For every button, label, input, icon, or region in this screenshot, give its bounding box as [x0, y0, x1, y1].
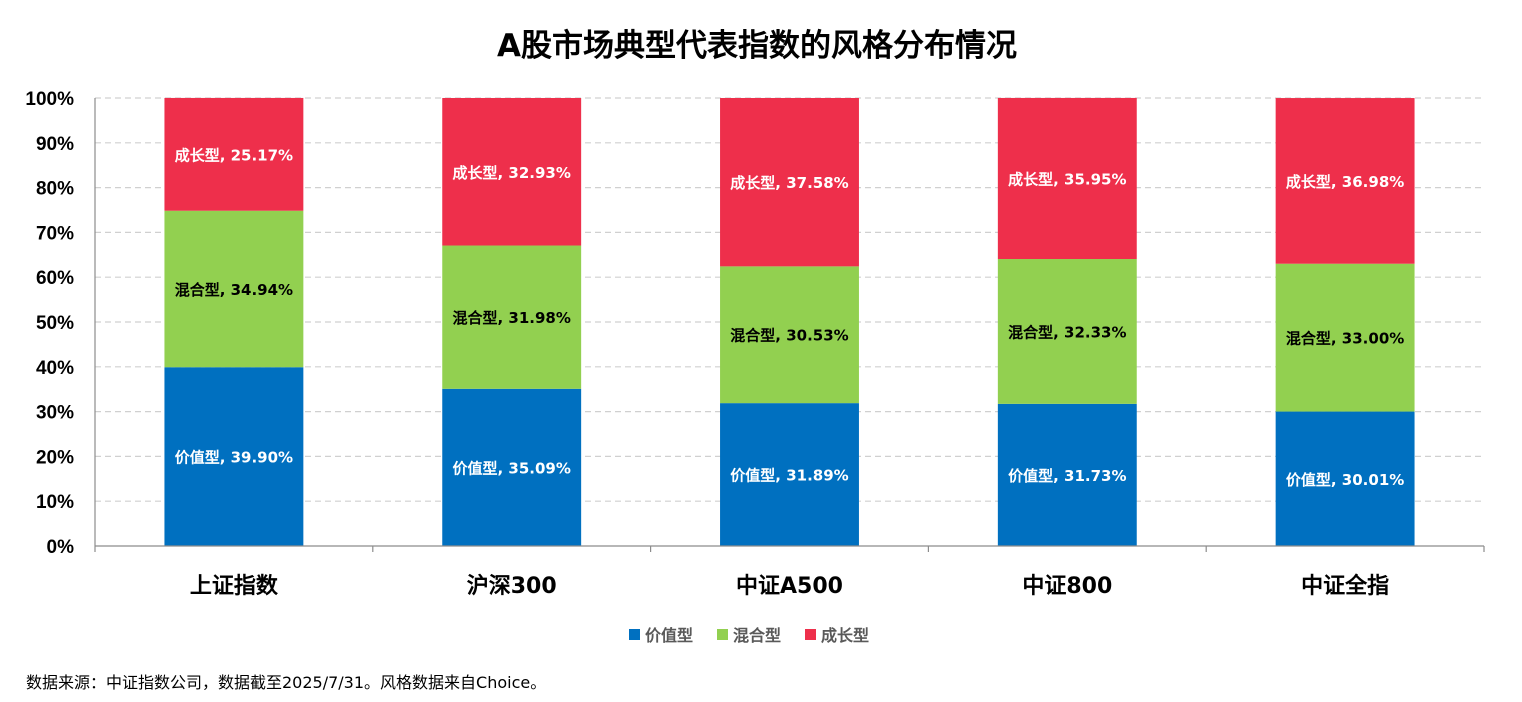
data-label: 成长型, 35.95%	[1008, 170, 1126, 188]
bar-segment	[442, 98, 582, 246]
data-label: 价值型, 39.90%	[175, 449, 293, 467]
y-tick-label: 0%	[47, 537, 75, 558]
legend-item: 价值型	[629, 626, 693, 645]
data-label: 混合型, 31.98%	[452, 309, 570, 327]
legend-label: 成长型	[821, 626, 869, 645]
legend: 价值型 混合型 成长型	[629, 626, 869, 645]
bar-stack: 价值型, 35.09% 混合型, 31.98% 成长型, 32.93%	[442, 98, 582, 546]
data-label: 混合型, 32.33%	[1008, 323, 1126, 341]
y-tick-label: 60%	[36, 268, 74, 289]
bar-segment	[442, 388, 582, 546]
data-label: 成长型, 32.93%	[452, 164, 570, 182]
y-tick-label: 30%	[36, 403, 74, 424]
y-tick-label: 40%	[36, 358, 74, 379]
chart-title: A股市场典型代表指数的风格分布情况	[497, 28, 1017, 64]
x-tick-label: 中证A500	[736, 574, 843, 599]
legend-swatch	[629, 629, 640, 640]
legend-item: 成长型	[805, 626, 869, 645]
legend-label: 价值型	[645, 626, 693, 645]
x-tick-label: 沪深300	[467, 573, 557, 599]
x-axis: 上证指数 沪深300 中证A500 中证800 中证全指	[94, 545, 1485, 599]
y-tick-label: 70%	[36, 223, 74, 244]
bar-segment	[720, 403, 859, 546]
bar-segment	[720, 98, 859, 267]
source-note: 数据来源：中证指数公司，数据截至2025/7/31。风格数据来自Choice。	[26, 673, 546, 692]
x-tick-label: 上证指数	[190, 573, 279, 599]
bar-stack: 价值型, 31.89% 混合型, 30.53% 成长型, 37.58%	[720, 98, 859, 546]
y-tick-label: 20%	[36, 447, 74, 468]
bar-segment	[164, 367, 304, 546]
y-tick-label: 100%	[25, 89, 74, 110]
y-tick-label: 90%	[36, 134, 74, 155]
bar-segment	[442, 245, 582, 389]
data-label: 混合型, 33.00%	[1286, 330, 1404, 348]
x-tick-label: 中证全指	[1301, 573, 1389, 599]
bar-stack: 价值型, 30.01% 混合型, 33.00% 成长型, 36.98%	[1275, 98, 1415, 546]
data-label: 价值型, 31.89%	[730, 467, 848, 485]
bar-segment	[164, 210, 304, 368]
data-label: 价值型, 31.73%	[1008, 467, 1126, 485]
bar-segment	[1275, 263, 1415, 412]
data-label: 成长型, 36.98%	[1286, 173, 1404, 191]
legend-swatch	[805, 629, 816, 640]
bar-stack: 价值型, 31.73% 混合型, 32.33% 成长型, 35.95%	[997, 97, 1137, 546]
y-axis: 0% 10% 20% 30% 40% 50% 60% 70% 80% 90% 100%	[25, 89, 96, 558]
bar-segment	[164, 97, 304, 211]
legend-item: 混合型	[717, 626, 781, 645]
data-label: 混合型, 30.53%	[730, 327, 848, 345]
y-tick-label: 80%	[36, 179, 74, 200]
data-label: 价值型, 30.01%	[1286, 471, 1404, 489]
bar-segment	[997, 259, 1137, 404]
data-label: 价值型, 35.09%	[452, 459, 570, 477]
legend-label: 混合型	[733, 626, 781, 645]
legend-swatch	[717, 629, 728, 640]
bar-segment	[1275, 411, 1415, 546]
bar-stack: 价值型, 39.90% 混合型, 34.94% 成长型, 25.17%	[164, 97, 304, 546]
bar-segment	[997, 97, 1137, 260]
x-tick-label: 中证800	[1022, 574, 1112, 599]
bar-segment	[997, 403, 1137, 546]
bar-segment	[1275, 98, 1415, 264]
bar-segment	[720, 266, 859, 404]
data-label: 成长型, 25.17%	[175, 146, 293, 164]
y-tick-label: 10%	[36, 492, 74, 513]
y-tick-label: 50%	[36, 313, 74, 334]
data-label: 混合型, 34.94%	[175, 281, 293, 299]
bars: 价值型, 39.90% 混合型, 34.94% 成长型, 25.17% 价值型, 35…	[164, 97, 1415, 546]
data-label: 成长型, 37.58%	[730, 174, 848, 192]
